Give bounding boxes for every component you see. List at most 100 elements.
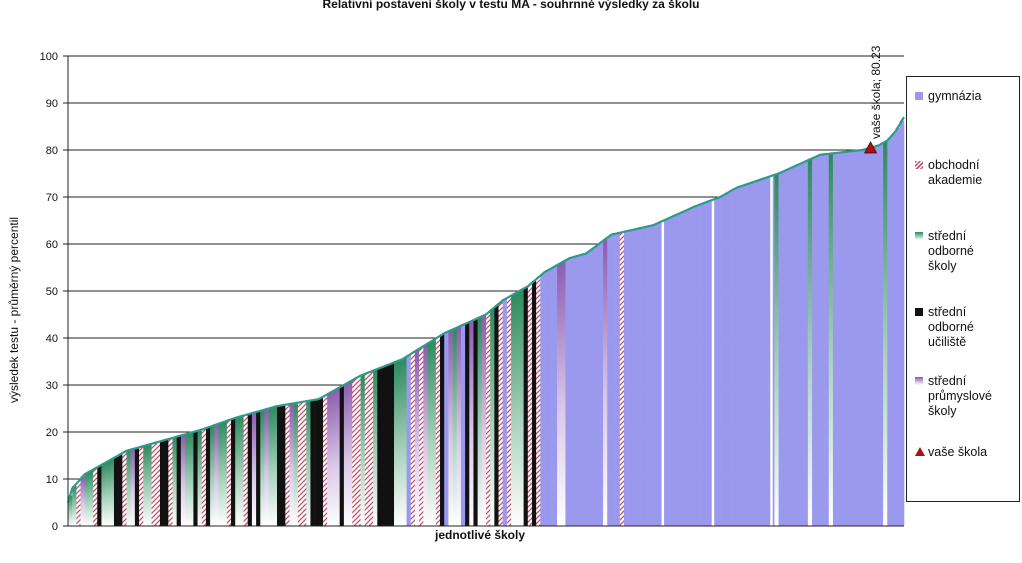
obchodni-akademie-bar	[226, 420, 232, 526]
gymnazia-bar	[657, 222, 662, 526]
gymnazia-bar	[644, 226, 650, 527]
obchodni-akademie-bar	[536, 277, 541, 526]
stredni-prumyslove-skoly-bar	[561, 261, 566, 526]
y-tick-label: 90	[46, 98, 58, 110]
result-curve	[66, 116, 905, 503]
gymnazia-bar	[837, 152, 842, 526]
stredni-odborne-skoly-bar	[477, 317, 483, 526]
stredni-prumyslove-skoly-bar	[130, 449, 136, 526]
y-tick-label: 30	[46, 380, 58, 392]
stredni-odborne-uciliste-bar	[523, 287, 529, 526]
legend-label-vase-skola: vaše škola	[928, 445, 988, 459]
stredni-odborne-skoly-bar	[239, 416, 244, 526]
stredni-odborne-uciliste-bar	[113, 456, 119, 526]
gymnazia-bar	[745, 184, 750, 526]
gymnazia-bar	[766, 177, 771, 526]
legend-label-obchodni-akademie: obchodní akademie	[928, 158, 983, 187]
stredni-odborne-skoly-bar	[143, 445, 148, 526]
stredni-odborne-uciliste-bar	[318, 397, 324, 526]
gymnazia-bar	[669, 216, 675, 527]
gymnazia-bar	[778, 172, 784, 526]
stredni-prumyslove-skoly-bar	[264, 409, 269, 526]
stredni-odborne-skoly-bar	[185, 433, 190, 526]
gymnazia-bar	[816, 155, 821, 526]
gymnazia-bar	[858, 150, 863, 527]
legend-swatch-gymnazia	[915, 92, 923, 100]
gymnazia-bar	[878, 144, 884, 526]
stredni-odborne-uciliste-bar	[385, 364, 391, 526]
gymnazia-bar	[552, 266, 558, 526]
obchodni-akademie-bar	[243, 414, 249, 526]
obchodni-akademie-bar	[76, 481, 81, 526]
gymnazia-bar	[841, 152, 846, 527]
x-axis-label: jednotlivé školy	[434, 528, 526, 542]
gymnazia-bar	[674, 214, 679, 527]
gymnazia-bar	[699, 204, 704, 527]
stredni-odborne-uciliste-bar	[256, 411, 261, 526]
stredni-prumyslove-skoly-bar	[180, 434, 186, 526]
gymnazia-bar	[720, 195, 725, 526]
obchodni-akademie-bar	[356, 376, 361, 526]
gymnazia-bar	[786, 168, 792, 527]
gymnazia-bar	[569, 257, 575, 526]
gymnazia-bar	[598, 242, 604, 526]
obchodni-akademie-bar	[302, 401, 307, 526]
stredni-odborne-skoly-bar	[883, 141, 888, 526]
gymnazia-bar	[753, 181, 758, 526]
stredni-odborne-skoly-bar	[268, 407, 274, 526]
stredni-odborne-skoly-bar	[101, 463, 106, 526]
gymnazia-bar	[740, 185, 746, 527]
stredni-prumyslove-skoly-bar	[557, 263, 562, 526]
stredni-odborne-uciliste-bar	[314, 399, 320, 526]
stredni-odborne-skoly-bar	[427, 342, 432, 526]
gymnazia-bar	[611, 234, 616, 526]
stredni-prumyslove-skoly-bar	[423, 344, 428, 526]
obchodni-akademie-bar	[322, 395, 328, 526]
stredni-odborne-skoly-bar	[88, 470, 94, 526]
gymnazia-bar	[803, 161, 809, 526]
y-tick-label: 20	[46, 427, 58, 439]
obchodni-akademie-bar	[155, 441, 161, 526]
gymnazia-bar	[586, 251, 591, 527]
obchodni-akademie-bar	[139, 446, 144, 526]
gymnazia-bar	[686, 209, 692, 526]
y-tick-label: 0	[52, 521, 58, 533]
stredni-odborne-skoly-bar	[402, 357, 407, 526]
gymnazia-bar	[594, 245, 600, 527]
stredni-odborne-uciliste-bar	[193, 431, 198, 526]
gymnazia-bar	[820, 154, 825, 526]
gymnazia-bar	[582, 253, 587, 527]
stredni-odborne-skoly-bar	[519, 289, 524, 526]
legend-item-stredni-odborne-skoly: střední odborné školy	[915, 229, 1019, 274]
obchodni-akademie-bar	[435, 337, 441, 526]
stredni-odborne-uciliste-bar	[389, 363, 395, 526]
stredni-odborne-skoly-bar	[515, 292, 520, 526]
stredni-prumyslove-skoly-bar	[214, 424, 219, 526]
stredni-odborne-skoly-bar	[210, 425, 215, 526]
stredni-odborne-skoly-bar	[360, 374, 366, 526]
obchodni-akademie-bar	[506, 296, 512, 526]
stredni-odborne-skoly-bar	[68, 495, 73, 526]
gymnazia-bar	[782, 170, 788, 526]
y-tick-label: 10	[46, 474, 58, 486]
stredni-odborne-skoly-bar	[235, 417, 240, 526]
y-tick-label: 100	[40, 51, 58, 63]
gymnazia-bar	[649, 225, 654, 527]
legend-item-gymnazia: gymnázia	[915, 89, 1019, 104]
obchodni-akademie-bar	[352, 379, 357, 526]
stredni-odborne-uciliste-bar	[159, 440, 165, 526]
stredni-prumyslove-skoly-bar	[456, 326, 462, 526]
gymnazia-bar	[887, 138, 892, 526]
stredni-odborne-skoly-bar	[126, 450, 131, 526]
legend-label-stredni-odborne-skoly: střední odborné školy	[928, 229, 974, 273]
gymnazia-bar	[548, 268, 554, 526]
stredni-odborne-uciliste-bar	[118, 454, 123, 526]
stredni-prumyslove-skoly-bar	[343, 383, 349, 526]
gap-bar	[661, 221, 665, 526]
stredni-odborne-skoly-bar	[260, 410, 265, 526]
stredni-prumyslove-skoly-bar	[348, 381, 353, 526]
gymnazia-bar	[577, 255, 583, 526]
obchodni-akademie-bar	[619, 232, 625, 526]
stredni-odborne-uciliste-bar	[440, 334, 445, 526]
stredni-prumyslove-skoly-bar	[481, 315, 487, 526]
